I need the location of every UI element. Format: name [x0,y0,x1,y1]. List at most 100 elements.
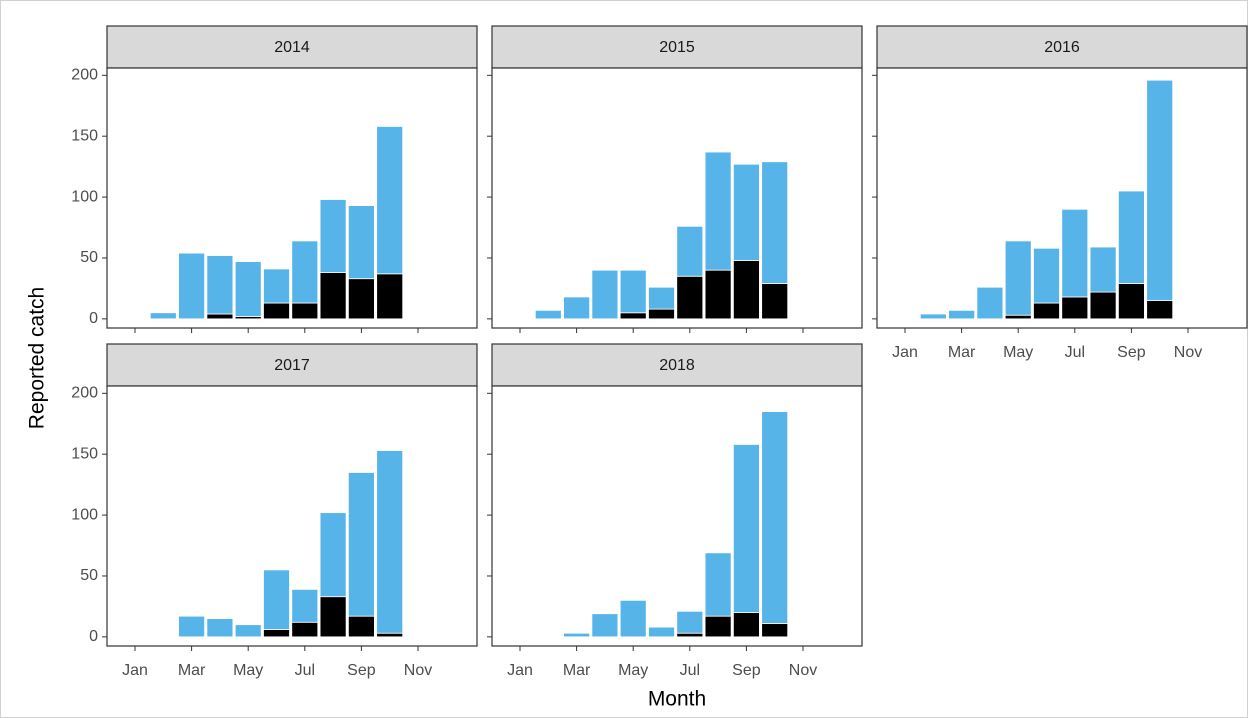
bar [376,126,404,275]
bar [761,161,789,284]
bar [919,313,947,320]
bar [178,615,206,638]
y-tick-label: 200 [71,67,98,84]
bar [1004,240,1032,316]
y-tick-label: 100 [71,506,98,523]
x-tick-label: Jan [892,344,918,361]
x-tick-label: May [233,662,263,679]
x-tick-label: Jul [680,662,700,679]
bar [619,269,647,314]
bar [376,632,404,638]
bar [563,296,591,320]
bar [178,252,206,320]
bar [291,240,319,304]
bar [676,225,704,277]
bar [732,444,760,613]
bar [319,596,347,638]
bar [732,260,760,320]
bar [619,599,647,638]
bar [591,269,619,320]
bar [732,612,760,638]
facet-strip [106,343,478,387]
x-tick-label: Nov [789,662,817,679]
facet-title: 2017 [274,357,310,374]
x-tick-label: Mar [948,344,976,361]
bar [948,309,976,320]
bar [291,302,319,320]
facet-title: 2015 [659,39,695,56]
panel-border [106,385,478,647]
bar [234,261,262,317]
x-tick-label: Nov [404,662,432,679]
bar [761,283,789,320]
x-tick-label: Sep [732,662,761,679]
bar [206,255,234,315]
y-tick-label: 0 [89,310,98,327]
bar [263,302,290,320]
facet-strip [106,25,478,69]
x-tick-label: Jul [295,662,315,679]
bar [648,308,675,320]
bar [376,273,404,320]
panel-border [106,67,478,329]
bar [676,610,704,634]
x-tick-label: May [1003,344,1033,361]
bar [347,278,375,320]
bar [1089,291,1117,320]
bar [263,569,290,630]
bar [291,588,319,623]
bar [648,286,675,310]
bar [732,163,760,261]
x-tick-label: Sep [347,662,376,679]
bar [591,613,619,638]
bar [234,624,262,638]
bar [206,618,234,638]
bar [319,199,347,273]
bar [676,275,704,320]
facet-title: 2014 [274,39,310,56]
bar [263,268,290,304]
y-tick-label: 50 [80,567,98,584]
bar [376,450,404,634]
panel [492,386,862,646]
x-axis-title: Month [648,688,706,711]
bar [1089,246,1117,293]
x-tick-label: Jan [507,662,533,679]
bar [1033,302,1060,320]
panel-border [491,385,863,647]
y-tick-label: 50 [80,249,98,266]
bar [1117,190,1145,284]
bar [1061,296,1089,320]
x-tick-label: Nov [1174,344,1202,361]
bar [704,615,732,638]
bar [1061,208,1089,298]
bar [206,313,234,320]
bar [619,312,647,320]
x-tick-label: Jan [122,662,148,679]
x-tick-label: Mar [178,662,206,679]
bar [1117,283,1145,320]
y-tick-label: 0 [89,628,98,645]
facet-strip [491,343,863,387]
bar [563,632,591,638]
facet-title: 2018 [659,357,695,374]
y-tick-label: 150 [71,127,98,144]
panel-border [491,67,863,329]
facet-strip [876,25,1248,69]
bar [704,151,732,271]
bar [648,626,675,638]
bar [704,552,732,617]
bar [704,269,732,320]
bar [149,312,177,320]
facet-strip [491,25,863,69]
x-tick-label: Mar [563,662,591,679]
facet-title: 2016 [1044,39,1080,56]
bar [761,411,789,624]
bar [263,629,290,638]
bar [291,621,319,638]
bar [347,472,375,617]
x-tick-label: Jul [1065,344,1085,361]
bar [534,309,562,320]
bar [976,286,1004,320]
